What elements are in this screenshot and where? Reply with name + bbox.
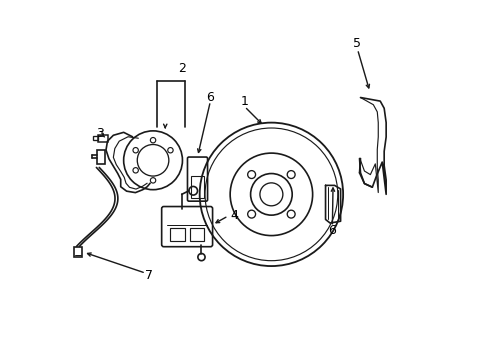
Bar bbox=[170, 228, 184, 241]
Text: 5: 5 bbox=[353, 37, 361, 50]
Text: 6: 6 bbox=[328, 224, 336, 237]
Text: 3: 3 bbox=[96, 127, 104, 140]
Text: 4: 4 bbox=[230, 210, 238, 222]
Bar bbox=[189, 228, 203, 241]
Bar bbox=[98, 135, 108, 142]
Text: 6: 6 bbox=[206, 91, 214, 104]
Text: 2: 2 bbox=[178, 62, 185, 75]
Text: 1: 1 bbox=[240, 95, 248, 108]
Bar bbox=[74, 247, 82, 257]
Bar bbox=[97, 149, 104, 164]
Bar bbox=[93, 136, 98, 140]
Text: 7: 7 bbox=[145, 269, 153, 282]
Bar bbox=[191, 176, 203, 198]
